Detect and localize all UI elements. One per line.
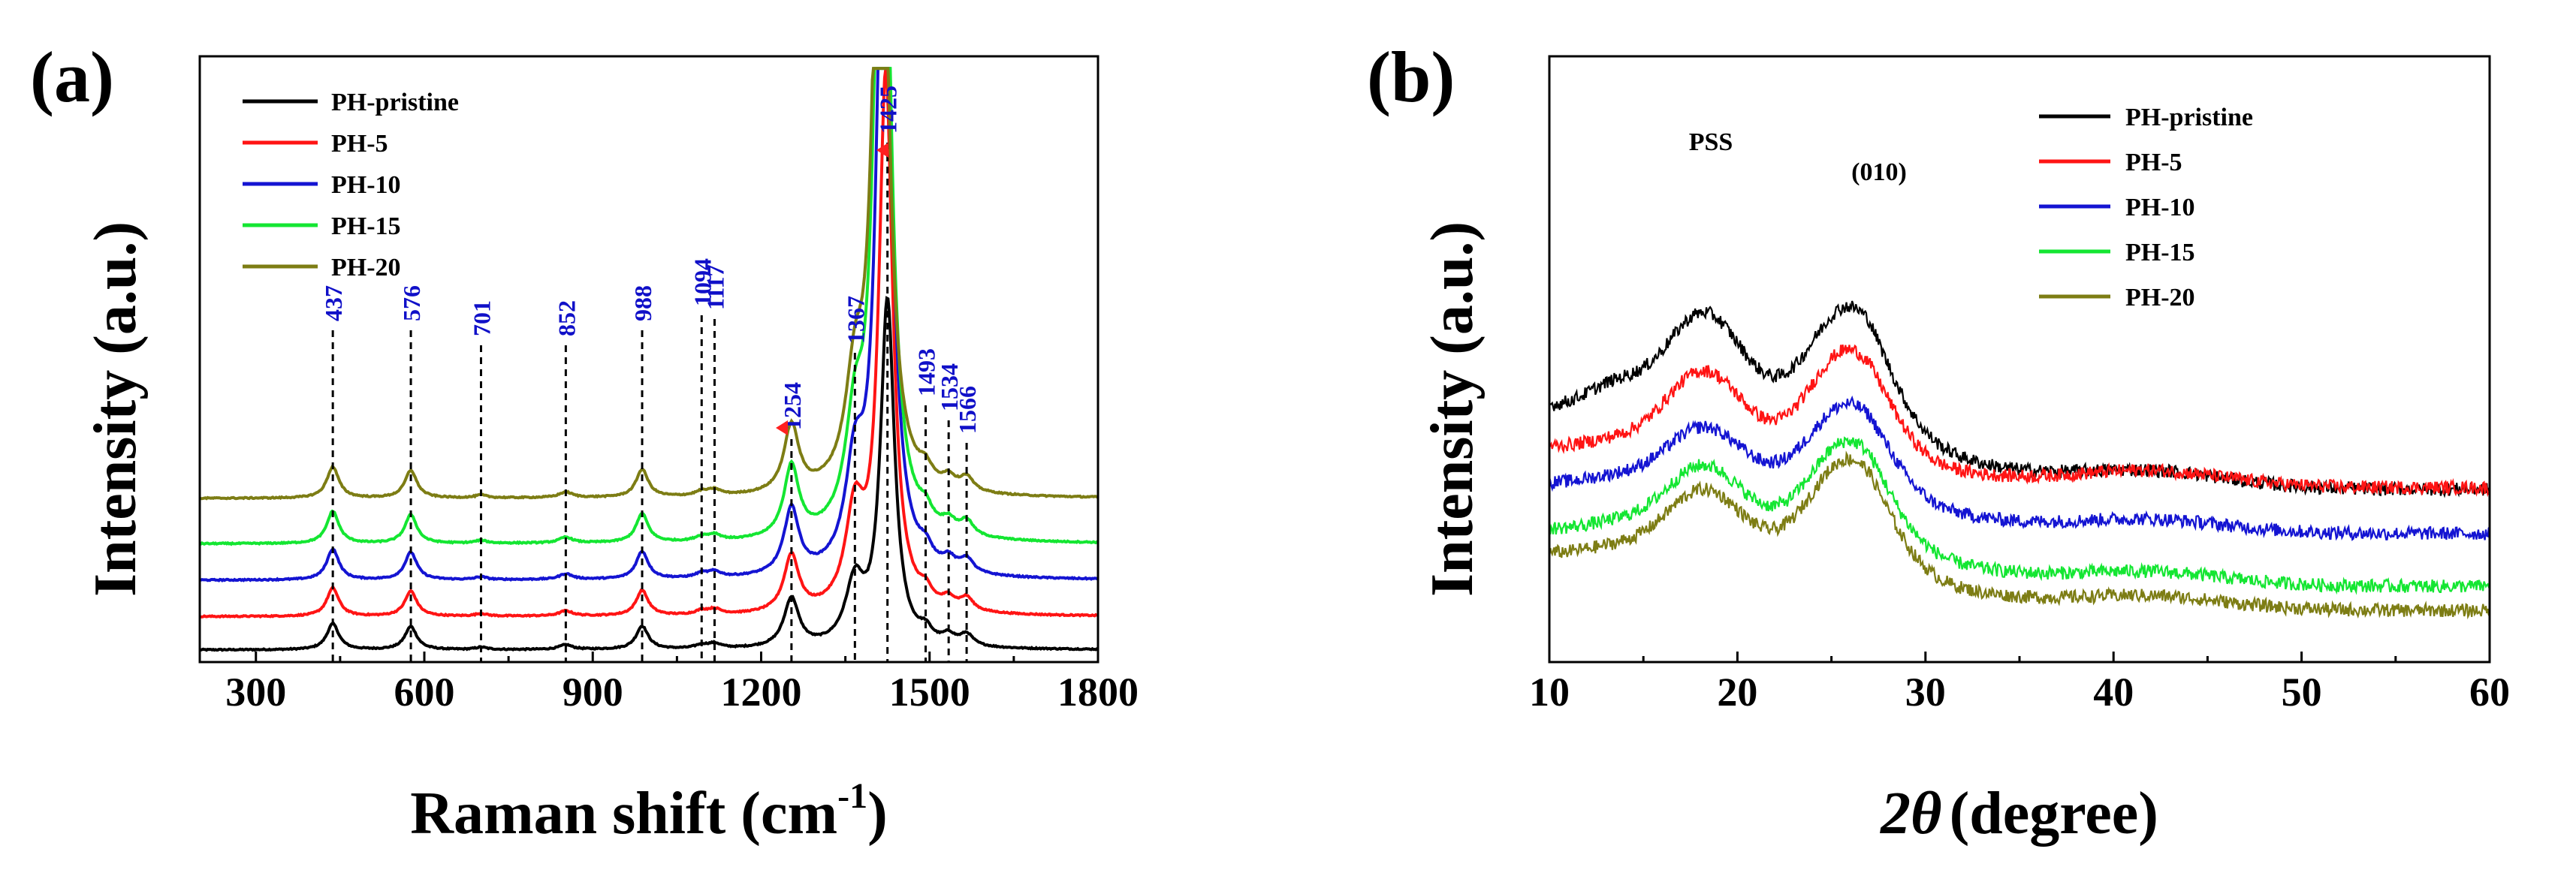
panel-a-peak-label-1094: 1094 <box>689 258 716 306</box>
panel-a-series-ph-10 <box>199 67 1098 582</box>
panel-a-peak-label-576: 576 <box>398 285 425 321</box>
panel-a-plot-frame <box>198 55 1099 664</box>
panel-a-shift-arrow-1254 <box>776 420 788 435</box>
panel-b-xtick-label-20: 20 <box>1717 670 1757 715</box>
panel-b-xlabel: 2θ (degree) <box>1880 781 2158 847</box>
panel-b-xtick-label-10: 10 <box>1529 670 1570 715</box>
panel-b-annotation-010: (010) <box>1851 158 1907 186</box>
panel-a-xlabel-sup: -1 <box>837 776 867 816</box>
legend-b-label-ph-10: PH-10 <box>2125 194 2195 221</box>
legend-label-ph-pristine: PH-pristine <box>331 89 459 116</box>
panel-b-xtick-label-60: 60 <box>2469 670 2510 715</box>
panel-a-peak-label-1493: 1493 <box>913 348 940 396</box>
panel-a-shift-arrow-1425 <box>876 143 888 158</box>
panel-b-legend: PH-pristine PH-5 PH-10 PH-15 PH-20 <box>2039 104 2253 312</box>
panel-a-peak-label-1117: 1117 <box>702 265 729 310</box>
legend-label-ph-5: PH-5 <box>331 130 388 158</box>
panel-b-series-ph-15 <box>1548 436 2490 595</box>
panel-b-x-ticks: 10 20 30 40 50 60 <box>1529 652 2510 715</box>
legend-label-ph-10: PH-10 <box>331 171 401 199</box>
panel-a-peak-lines <box>331 143 968 662</box>
panel-b-xtick-label-30: 30 <box>1905 670 1946 715</box>
panel-a-ylabel-text: Intensity (a.u.) <box>83 221 149 597</box>
panel-a-xtick-label-300: 300 <box>225 670 286 715</box>
panel-b-series-ph-20 <box>1548 450 2490 620</box>
panel-a-ylabel: Intensity (a.u.) <box>83 221 149 597</box>
panel-a-xtick-label-1800: 1800 <box>1057 670 1139 715</box>
panel-a-xtick-label-1500: 1500 <box>889 670 970 715</box>
panel-b-xtick-label-40: 40 <box>2093 670 2134 715</box>
panel-a-xtick-label-600: 600 <box>394 670 455 715</box>
panel-b-series <box>1548 300 2491 620</box>
panel-b-series-ph-pristine <box>1549 300 2491 498</box>
panel-a-xtick-label-1200: 1200 <box>721 670 802 715</box>
panel-b: (b) Intensity (a.u.) PSS (010) 10 20 30 40 5… <box>1367 37 2510 847</box>
panel-a-series-ph-15 <box>200 67 1099 546</box>
legend-label-ph-20: PH-20 <box>331 254 401 281</box>
panel-a-peak-label-437: 437 <box>320 285 347 321</box>
panel-a-peak-label-1534: 1534 <box>936 363 963 411</box>
panel-a-xlabel-main: Raman shift (cm <box>410 781 837 847</box>
panel-a-xlabel-end: ) <box>867 781 888 847</box>
legend-b-label-ph-15: PH-15 <box>2125 239 2195 266</box>
panel-b-series-ph-10 <box>1548 395 2490 541</box>
panel-a-peak-label-1254: 1254 <box>779 382 806 430</box>
panel-a-peak-label-988: 988 <box>629 285 656 321</box>
panel-a-peak-label-1425: 1425 <box>875 86 902 134</box>
panel-a: (a) Intensity (a.u.) 437 576 701 852 988 1094… <box>30 37 1139 847</box>
panel-a-xtick-label-900: 900 <box>563 670 623 715</box>
panel-b-annotation-pss: PSS <box>1689 128 1733 156</box>
panel-b-xlabel-main: (degree) <box>1950 781 2158 847</box>
legend-b-label-ph-20: PH-20 <box>2125 284 2195 312</box>
legend-b-label-ph-pristine: PH-pristine <box>2125 104 2253 131</box>
panel-a-peak-label-1367: 1367 <box>842 296 869 344</box>
panel-a-peak-labels: 437 576 701 852 988 1094111712541367142514931… <box>320 86 981 434</box>
panel-a-legend: PH-pristine PH-5 PH-10 PH-15 PH-20 <box>243 89 459 281</box>
legend-label-ph-15: PH-15 <box>331 212 401 240</box>
panel-a-x-ticks: 300 600 900 1200 1500 1800 <box>225 652 1139 715</box>
panel-a-peak-label-852: 852 <box>553 300 580 336</box>
panel-a-peak-label-1566: 1566 <box>954 386 981 434</box>
panel-b-xlabel-symbol: 2θ <box>1880 781 1942 847</box>
panel-b-series-ph-5 <box>1548 344 2490 498</box>
panel-a-label: (a) <box>30 37 114 117</box>
panel-b-label: (b) <box>1367 37 1455 117</box>
panel-b-ylabel: Intensity (a.u.) <box>1419 221 1486 597</box>
panel-a-peak-label-701: 701 <box>469 300 496 336</box>
legend-b-label-ph-5: PH-5 <box>2125 149 2182 176</box>
panel-a-xlabel: Raman shift (cm-1) <box>410 776 887 847</box>
panel-b-xtick-label-50: 50 <box>2282 670 2322 715</box>
